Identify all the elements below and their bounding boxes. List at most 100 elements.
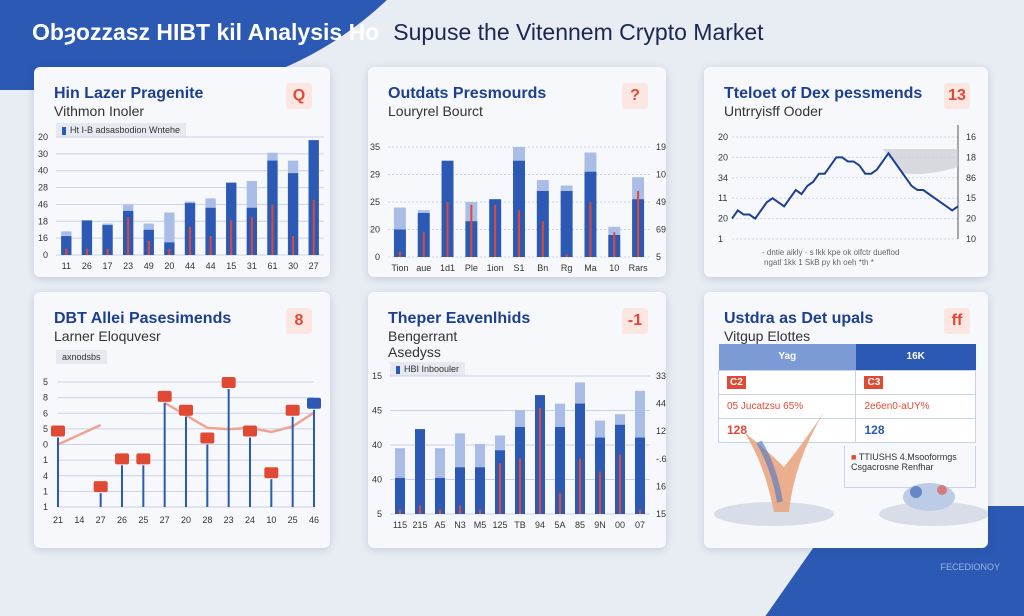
svg-text:30: 30: [38, 149, 48, 159]
svg-text:19: 19: [656, 142, 666, 152]
table-cell: 128: [717, 417, 857, 443]
badge-icon: 8: [286, 308, 312, 334]
svg-text:10: 10: [266, 515, 276, 525]
chart-card-3[interactable]: Tteloet of Dex pessmends Untrryisff Oode…: [704, 67, 988, 277]
svg-text:4: 4: [43, 471, 48, 481]
svg-text:07: 07: [635, 520, 645, 530]
svg-text:00: 00: [615, 520, 625, 530]
card-title: Tteloet of Dex pessmends: [724, 85, 923, 102]
svg-text:45: 45: [372, 406, 382, 416]
svg-text:34: 34: [718, 173, 728, 183]
svg-text:30: 30: [288, 261, 298, 271]
svg-text:25: 25: [370, 197, 380, 207]
card-title: DBT Allei Pasesimends: [54, 310, 232, 327]
svg-text:0: 0: [375, 252, 380, 262]
card-subtitle: Vithmon Inoler: [54, 103, 145, 119]
svg-text:20: 20: [38, 132, 48, 142]
svg-text:20: 20: [718, 152, 728, 162]
svg-text:Ple: Ple: [465, 263, 478, 273]
svg-text:Ma: Ma: [584, 263, 597, 273]
card-title: Outdats Presmourds: [388, 85, 547, 102]
bar-chart-1: 0 16 18 46 28 40 30 20 11 26 17 23 49 20 44 44 15 31 61 30 2…: [38, 132, 324, 271]
svg-text:1: 1: [718, 234, 723, 244]
svg-text:5: 5: [43, 377, 48, 387]
table-header-2: 16K: [855, 344, 976, 370]
svg-text:8: 8: [43, 393, 48, 403]
card-subtitle: Louryrel Bourct: [388, 103, 483, 119]
badge-icon: ff: [944, 308, 970, 334]
svg-text:10: 10: [966, 234, 976, 244]
chart-card-2[interactable]: Outdats Presmourds Louryrel Bourct ? 0 20…: [368, 67, 666, 277]
svg-text:1ion: 1ion: [487, 263, 504, 273]
svg-text:15: 15: [226, 261, 236, 271]
svg-text:44: 44: [185, 261, 195, 271]
svg-text:20: 20: [181, 515, 191, 525]
table-row: 128 128: [717, 417, 976, 443]
svg-text:33: 33: [656, 371, 666, 381]
chart-legend: Ht I-B adsasbodion Wntehe: [56, 123, 187, 137]
svg-text:21: 21: [53, 515, 63, 525]
svg-text:20: 20: [164, 261, 174, 271]
svg-text:0: 0: [43, 440, 48, 450]
card-subtitle-2: Asedyss: [388, 344, 441, 360]
comparison-table: Yag 16K C2 C3 05 Jucatzsu 65% 2e6en0-aUY…: [717, 344, 976, 443]
svg-text:25: 25: [288, 515, 298, 525]
svg-text:5: 5: [656, 252, 661, 262]
svg-text:23: 23: [123, 261, 133, 271]
svg-text:TB: TB: [514, 520, 526, 530]
svg-text:15: 15: [966, 193, 976, 203]
svg-text:12: 12: [656, 426, 666, 436]
svg-text:49: 49: [144, 261, 154, 271]
svg-text:A5: A5: [434, 520, 445, 530]
svg-text:49: 49: [656, 197, 666, 207]
table-card[interactable]: Ustdra as Det upals Vitgup Elottes ff Ya…: [704, 292, 988, 548]
svg-text:20: 20: [718, 214, 728, 224]
svg-text:86: 86: [966, 173, 976, 183]
table-note: ■ TTIUSHS 4.Msooformgs Csgacrosne Renfha…: [844, 446, 976, 488]
chart-card-4[interactable]: DBT Allei Pasesimends Larner Eloquvesr 8…: [34, 292, 330, 548]
status-badge: C3: [864, 375, 884, 389]
page-title-left: Obȝozzasz HIBT kil Analysis Ho: [32, 18, 380, 45]
badge-icon: 13: [944, 83, 970, 109]
svg-text:85: 85: [575, 520, 585, 530]
bar-chart-5: 5 40 40 45 15 15 16 -.60 12 44 33 115 215 A5 N3 M5 125 TB…: [372, 371, 666, 530]
svg-text:18: 18: [38, 216, 48, 226]
badge-icon: -1: [622, 308, 648, 334]
svg-text:10: 10: [609, 263, 619, 273]
svg-text:1: 1: [43, 455, 48, 465]
svg-text:40: 40: [372, 440, 382, 450]
svg-text:11: 11: [718, 193, 727, 203]
chart-card-5[interactable]: Theper Eavenlhids Bengerrant Asedyss -1 …: [368, 292, 666, 548]
card-title: Theper Eavenlhids: [388, 310, 531, 327]
svg-text:5: 5: [43, 424, 48, 434]
svg-text:94: 94: [535, 520, 545, 530]
svg-text:6: 6: [43, 408, 48, 418]
svg-text:1d1: 1d1: [440, 263, 455, 273]
svg-text:Rg: Rg: [561, 263, 573, 273]
footer-brand: FECEDIONOY: [940, 562, 1000, 572]
svg-text:27: 27: [96, 515, 106, 525]
svg-text:20: 20: [966, 214, 976, 224]
svg-text:215: 215: [412, 520, 427, 530]
svg-text:28: 28: [202, 515, 212, 525]
svg-text:14: 14: [74, 515, 84, 525]
svg-text:24: 24: [245, 515, 255, 525]
svg-text:5: 5: [377, 509, 382, 519]
svg-text:27: 27: [160, 515, 170, 525]
svg-text:40: 40: [38, 166, 48, 176]
svg-text:N3: N3: [454, 520, 466, 530]
status-badge: C2: [727, 375, 746, 389]
svg-text:ngatl 1kk 1 SkB py kh: ngatl 1kk 1 SkB py kh oeh *th *: [764, 258, 874, 267]
svg-text:16: 16: [38, 233, 48, 243]
table-header-1: Yag: [718, 344, 856, 370]
card-title: Ustdra as Det upals: [724, 310, 874, 327]
svg-text:S1: S1: [513, 263, 524, 273]
svg-text:40: 40: [372, 475, 382, 485]
svg-text:1: 1: [43, 486, 48, 496]
svg-text:16: 16: [656, 481, 666, 491]
table-cell: 128: [855, 417, 976, 443]
svg-text:28: 28: [38, 183, 48, 193]
svg-text:25: 25: [138, 515, 148, 525]
chart-card-1[interactable]: Hin Lazer Pragenite Vithmon Inoler Q Ht …: [34, 67, 330, 277]
